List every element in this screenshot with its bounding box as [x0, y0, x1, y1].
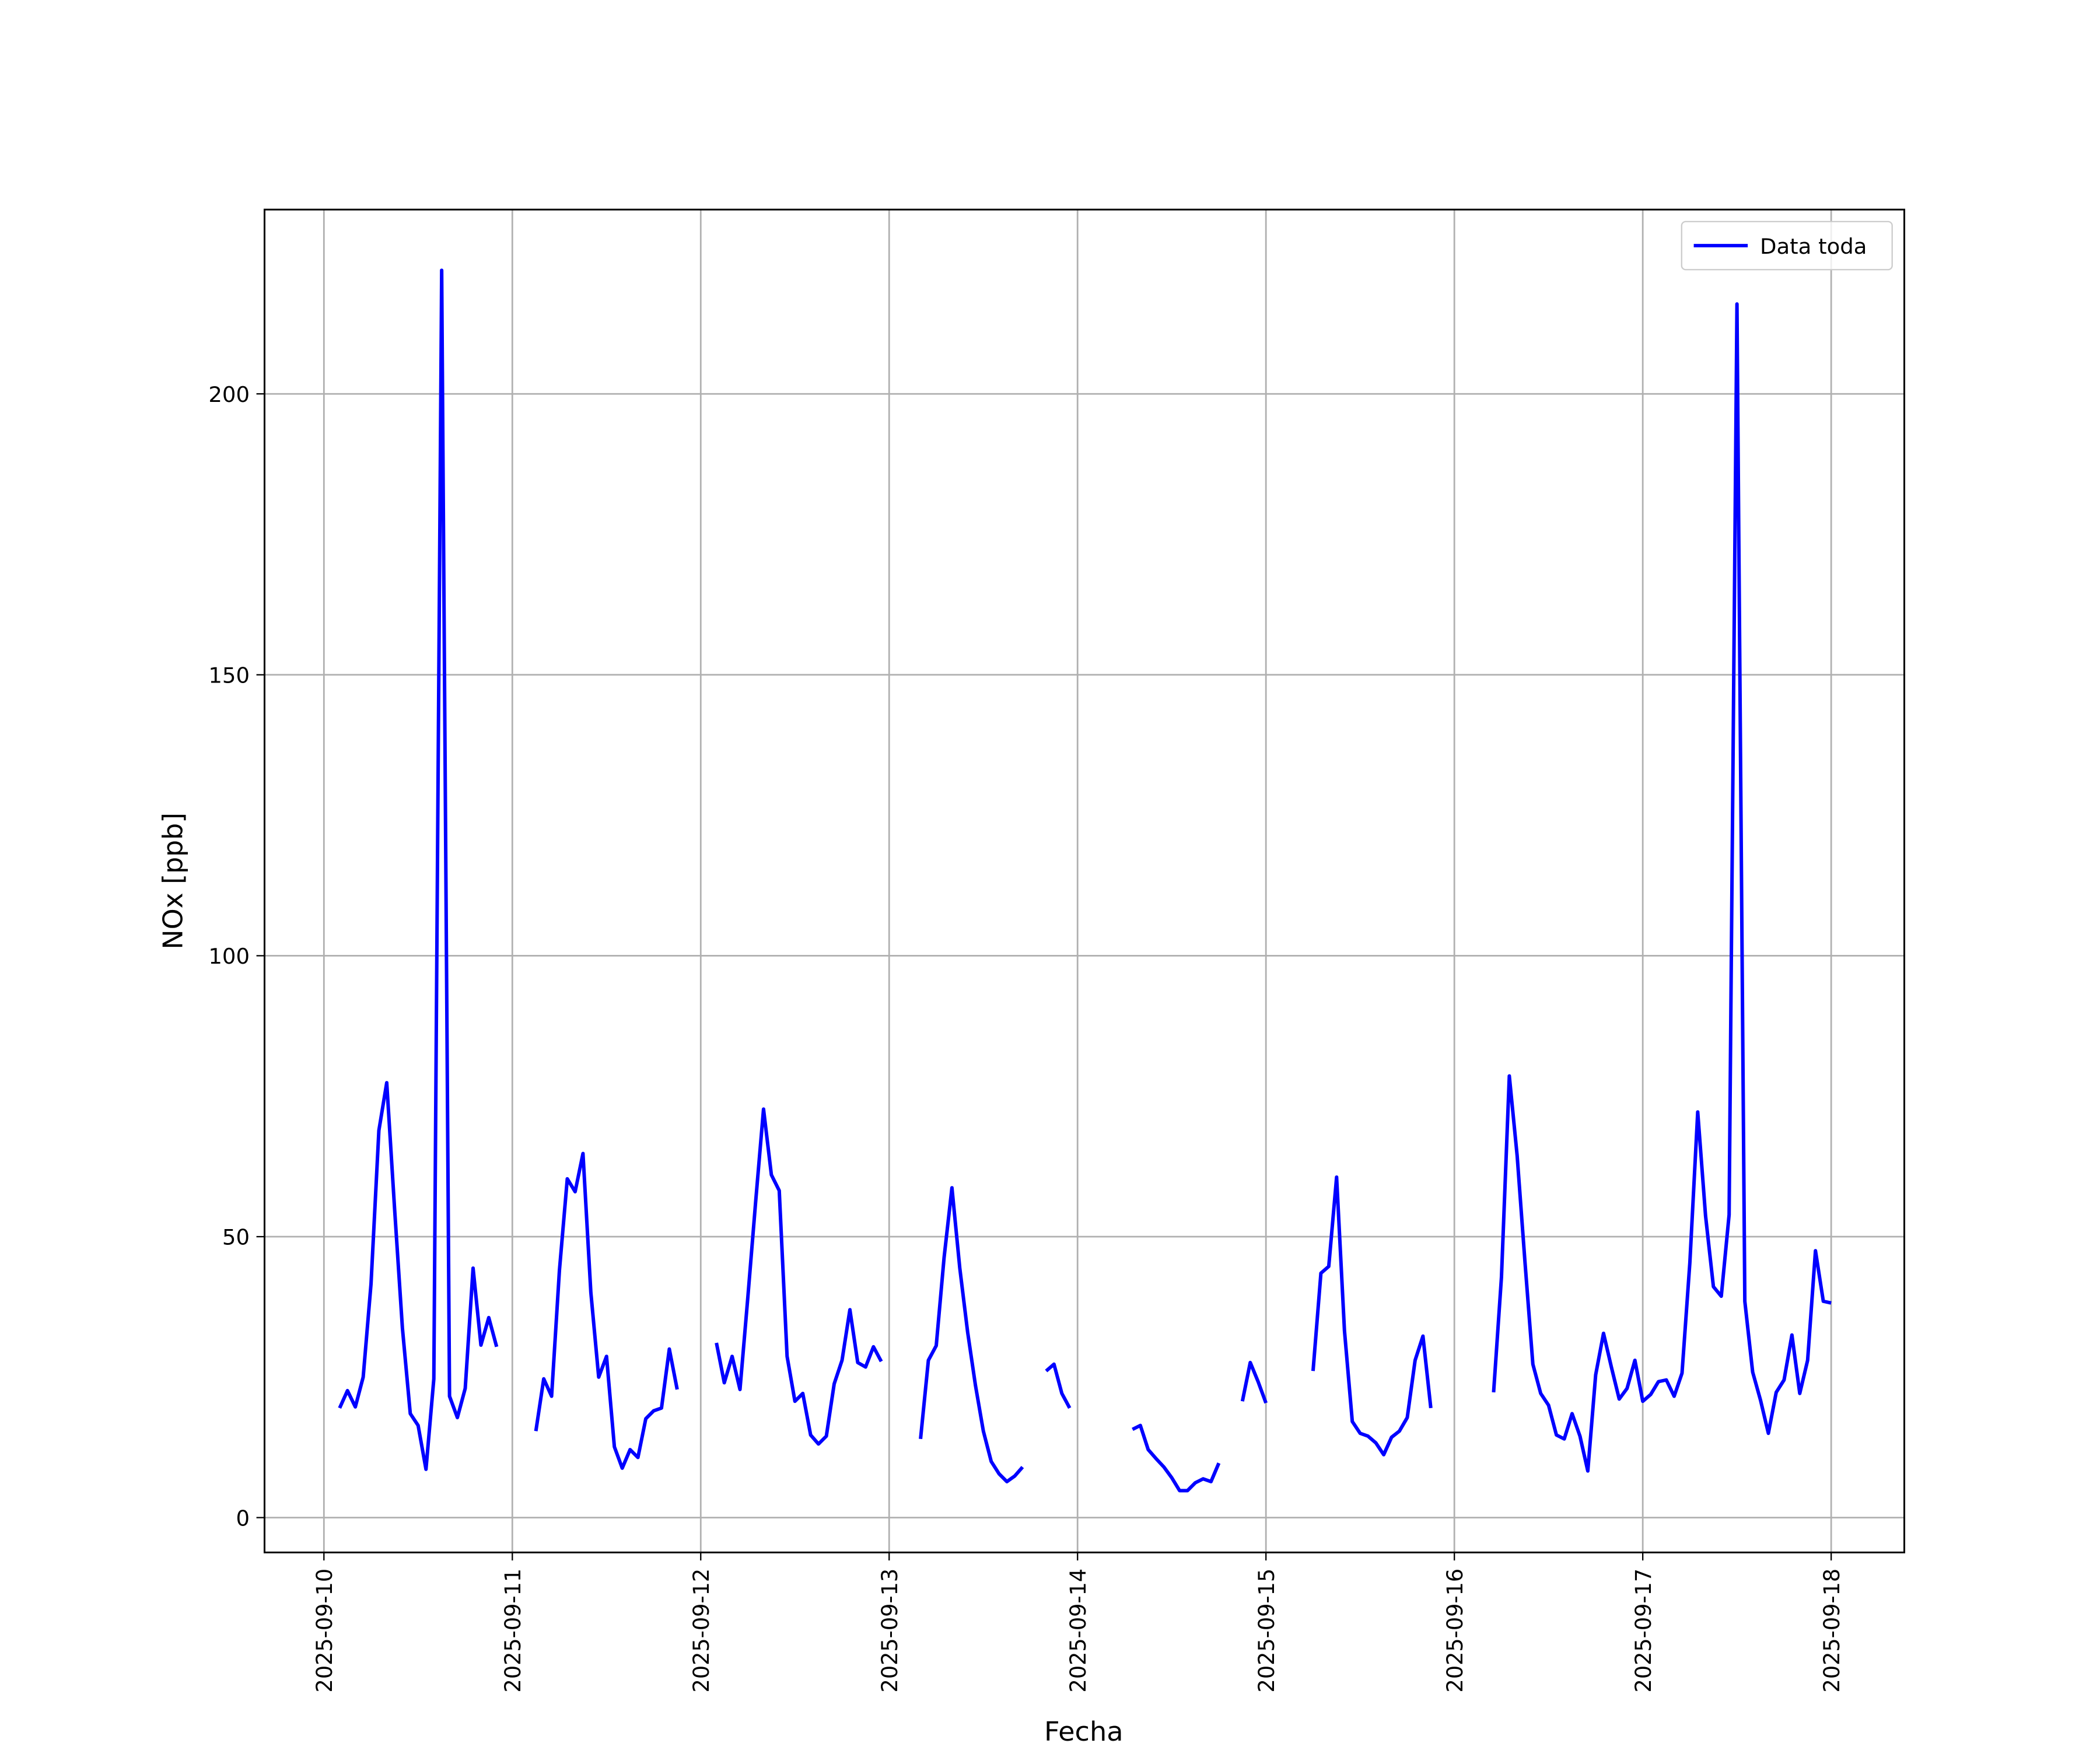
x-tick-label: 2025-09-16	[1443, 1569, 1468, 1693]
y-tick-label: 50	[222, 1225, 250, 1250]
x-tick-label: 2025-09-12	[689, 1569, 714, 1693]
data-line	[338, 268, 1832, 1493]
y-tick-label: 200	[208, 382, 250, 407]
legend-label: Data toda	[1760, 234, 1867, 259]
x-tick-label: 2025-09-11	[501, 1569, 526, 1693]
x-tick-label: 2025-09-10	[312, 1569, 337, 1693]
y-tick-label: 0	[236, 1506, 250, 1531]
y-axis-label: NOx [ppb]	[157, 813, 188, 950]
x-tick-label: 2025-09-13	[877, 1569, 902, 1693]
x-tick-label: 2025-09-18	[1819, 1569, 1845, 1693]
x-tick-label: 2025-09-14	[1066, 1569, 1091, 1693]
y-tick-label: 150	[208, 663, 250, 688]
legend-box	[1681, 220, 1893, 271]
x-tick-label: 2025-09-17	[1631, 1569, 1656, 1693]
y-tick-label: 100	[208, 944, 250, 969]
plot-frame	[263, 208, 1906, 1553]
x-tick-label: 2025-09-15	[1254, 1569, 1279, 1693]
x-axis-label: Fecha	[1044, 1716, 1124, 1747]
legend: Data toda	[1681, 220, 1893, 271]
